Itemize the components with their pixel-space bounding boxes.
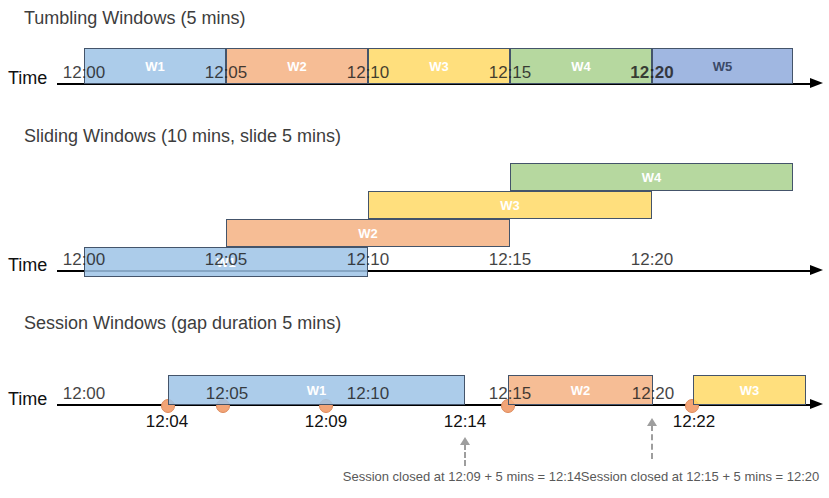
session-window-w3: W3 xyxy=(693,375,806,405)
sliding-time-axis-arrowhead-icon xyxy=(810,265,823,275)
window-label: W2 xyxy=(287,59,307,74)
axis-tick-label: 12:05 xyxy=(195,384,259,404)
session-time-axis-arrowhead-icon xyxy=(810,399,823,409)
axis-tick-label: 12:05 xyxy=(194,250,258,270)
tumbling-time-axis-arrowhead-icon xyxy=(810,78,823,88)
dashed-up-arrow-line xyxy=(651,425,653,459)
sliding-window-w3: W3 xyxy=(368,191,652,219)
window-label: W2 xyxy=(358,226,378,241)
axis-tick-label: 12:05 xyxy=(194,63,258,83)
event-time-label: 12:14 xyxy=(433,412,497,432)
session-section-title: Session Windows (gap duration 5 mins) xyxy=(24,313,341,334)
window-label: W4 xyxy=(642,170,662,185)
axis-tick-label: 12:20 xyxy=(620,250,684,270)
window-label: W3 xyxy=(740,383,760,398)
window-label: W5 xyxy=(713,59,733,74)
tumbling-time-axis-label: Time xyxy=(8,68,47,89)
axis-tick-label: 12:20 xyxy=(621,384,685,404)
session-time-axis-label: Time xyxy=(8,389,47,410)
sliding-window-w2: W2 xyxy=(226,219,510,247)
event-time-label: 12:09 xyxy=(294,412,358,432)
window-label: W4 xyxy=(571,59,591,74)
axis-tick-label: 12:10 xyxy=(336,250,400,270)
window-label: W1 xyxy=(145,59,165,74)
axis-tick-label: 12:00 xyxy=(52,250,116,270)
session-close-annotation: Session closed at 12:15 + 5 mins = 12:20 xyxy=(530,469,829,484)
axis-tick-label: 12:15 xyxy=(478,63,542,83)
axis-tick-label: 12:15 xyxy=(478,250,542,270)
axis-tick-label: 12:20 xyxy=(620,63,684,83)
axis-tick-label: 12:15 xyxy=(478,384,542,404)
window-label: W2 xyxy=(571,383,591,398)
stream-windowing-diagram: Tumbling Windows (5 mins) Time W1 W2 W3 W4 W5 1… xyxy=(0,0,829,498)
axis-tick-label: 12:00 xyxy=(52,63,116,83)
sliding-section-title: Sliding Windows (10 mins, slide 5 mins) xyxy=(24,126,341,147)
event-time-label: 12:04 xyxy=(135,412,199,432)
sliding-time-axis-label: Time xyxy=(8,255,47,276)
window-label: W1 xyxy=(307,383,327,398)
axis-tick-label: 12:10 xyxy=(336,384,400,404)
sliding-window-w4: W4 xyxy=(510,163,793,191)
dashed-up-arrow-line xyxy=(464,444,466,466)
axis-tick-label: 12:00 xyxy=(52,384,116,404)
axis-tick-label: 12:10 xyxy=(336,63,400,83)
window-label: W3 xyxy=(500,198,520,213)
window-label: W3 xyxy=(429,59,449,74)
event-time-label: 12:22 xyxy=(662,412,726,432)
tumbling-section-title: Tumbling Windows (5 mins) xyxy=(24,8,245,29)
